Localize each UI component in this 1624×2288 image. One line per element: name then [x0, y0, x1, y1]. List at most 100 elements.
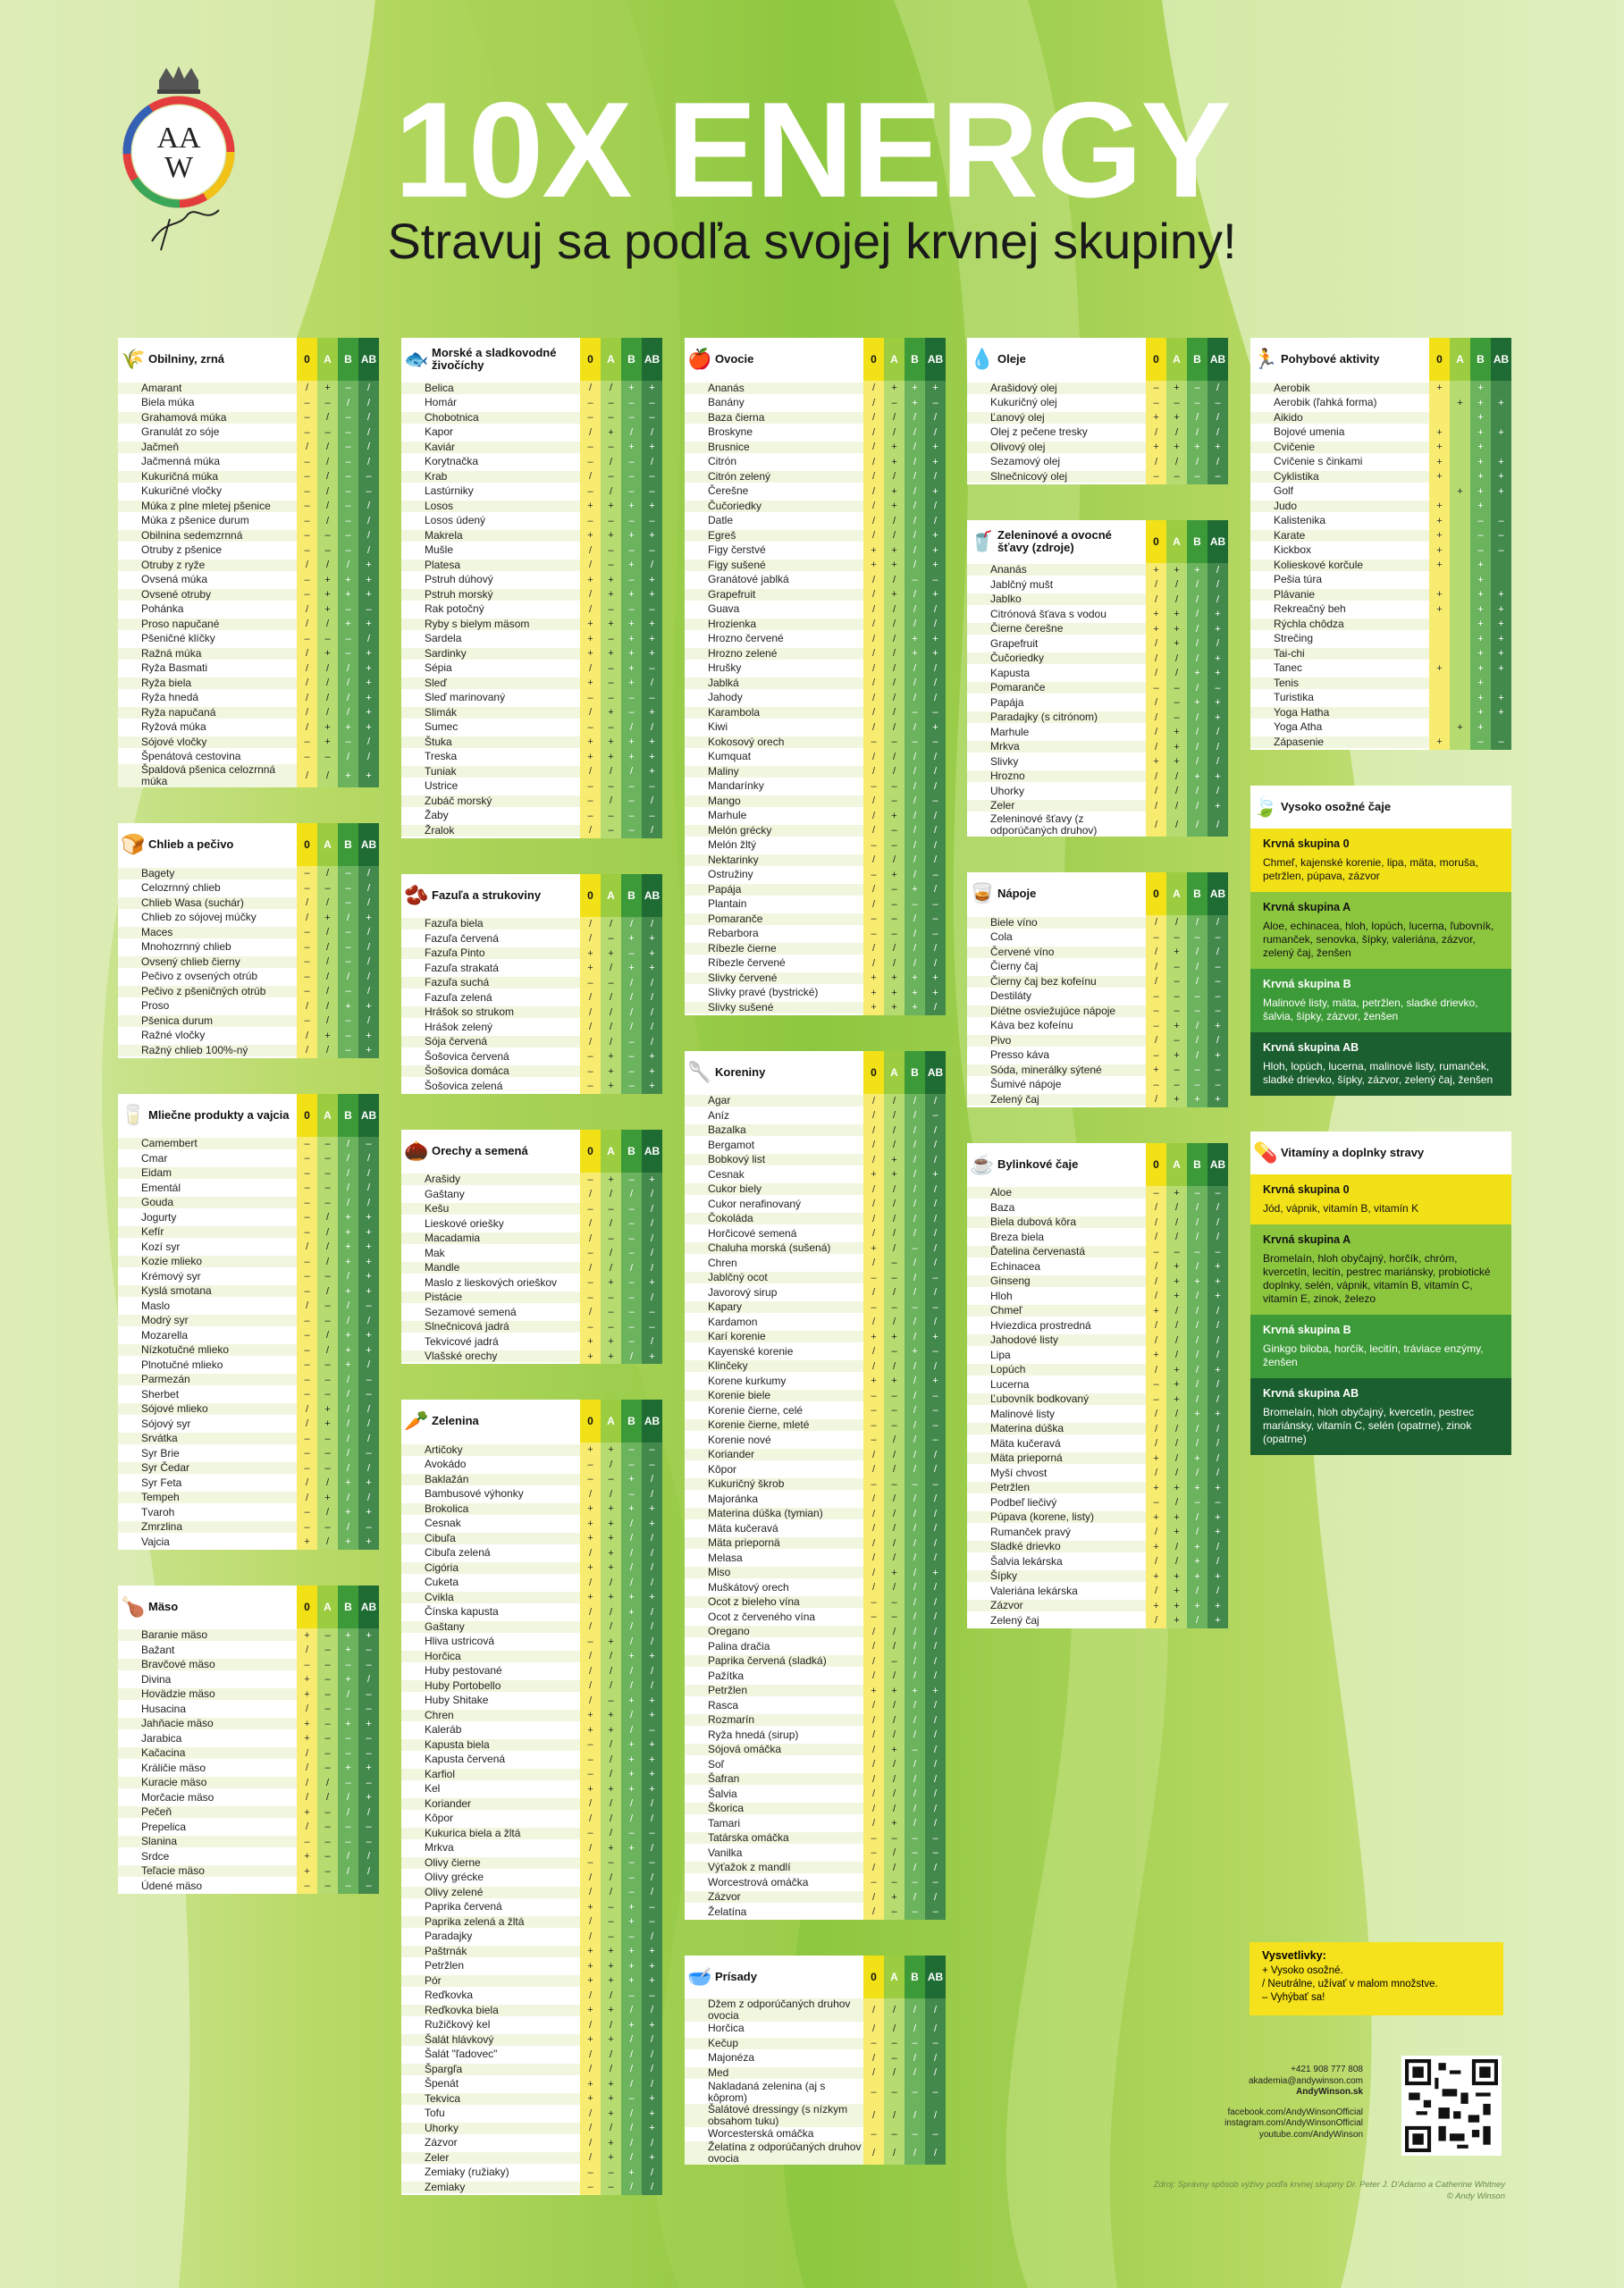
table-row: Mandle / / / / — [401, 1260, 662, 1275]
food-name: Ginseng — [967, 1275, 1146, 1288]
table-row: Kolieskové korčule + + — [1250, 558, 1511, 573]
youtube-link[interactable]: youtube.com/AndyWinson — [1258, 2129, 1363, 2140]
table-row: Hviezdica prostredná / / / / — [967, 1318, 1228, 1333]
rating-0: – — [580, 1246, 601, 1261]
rating-b: / — [338, 910, 358, 925]
rating-ab: / — [925, 1152, 946, 1167]
rating-b: / — [905, 823, 925, 838]
table-row: Cesnak + + / + — [401, 1516, 662, 1531]
rating-a: – — [601, 469, 621, 484]
rating-b: / — [338, 676, 358, 691]
table-row: Hrozno červené / / + + — [685, 631, 946, 646]
box-title: Zeleninové a ovocné šťavy (zdroje) — [997, 527, 1112, 554]
table-row: Štuka + + + + — [401, 735, 662, 750]
rating-ab: + — [925, 971, 946, 986]
food-name: Tanec — [1250, 662, 1429, 675]
rating-a: / — [884, 1462, 905, 1477]
rating-b: + — [1470, 676, 1491, 691]
rating-b: – — [338, 631, 358, 646]
rating-a: / — [317, 1505, 338, 1520]
table-row: Otruby z ryže / / / + — [118, 558, 379, 573]
rating-a: / — [884, 513, 905, 528]
rating-b: / — [905, 1433, 925, 1448]
blood-group-a-header: A — [317, 1093, 338, 1137]
email-link[interactable]: akademia@andywinson.com — [1249, 2075, 1363, 2086]
rating-0: / — [1146, 784, 1166, 799]
web-link[interactable]: AndyWinson.sk — [1296, 2087, 1363, 2097]
food-name: Kuracie mäso — [118, 1777, 297, 1789]
rating-0: / — [863, 1506, 884, 1521]
food-name: Baranie mäso — [118, 1629, 297, 1642]
rating-a: / — [317, 513, 338, 528]
rating-0: – — [863, 1403, 884, 1418]
rating-b: + — [621, 1958, 642, 1973]
rating-b: + — [1470, 690, 1491, 705]
rating-b: / — [905, 1728, 925, 1743]
instagram-link[interactable]: instagram.com/AndyWinsonOfficial — [1224, 2118, 1363, 2128]
rating-b: / — [1187, 1215, 1207, 1230]
food-name: Želatína z odporúčaných druhov ovocia — [685, 2141, 863, 2165]
rating-0: – — [297, 735, 317, 750]
rating-0: + — [1146, 1451, 1166, 1466]
rating-a: / — [317, 1014, 338, 1029]
table-row: Čínska kapusta / / + / — [401, 1604, 662, 1619]
table-row: Fazuľa Pinto + + – + — [401, 946, 662, 961]
rating-ab: / — [925, 676, 946, 691]
rating-a: + — [317, 1401, 338, 1417]
food-name: Ovsené otruby — [118, 588, 297, 601]
rating-a: / — [601, 1216, 621, 1232]
rating-a — [1450, 617, 1470, 632]
table-row: Rýchla chôdza + + — [1250, 617, 1511, 632]
food-name: Olej z pečene tresky — [967, 426, 1146, 439]
rating-0: / — [580, 1929, 601, 1944]
rating-ab: + — [642, 1349, 662, 1364]
food-table-pohyb: 🏃 Pohybové aktivity 0 A B AB Aerobik + + Aerobik … — [1250, 338, 1511, 750]
box-title: Ovocie — [715, 352, 754, 366]
rating-a: + — [884, 1816, 905, 1831]
rating-0: / — [863, 882, 884, 897]
table-row: Zápasenie + – – — [1250, 735, 1511, 750]
rating-0: / — [863, 676, 884, 691]
rating-0: – — [863, 1388, 884, 1403]
rating-0: / — [297, 1043, 317, 1058]
rating-b: – — [338, 425, 358, 440]
food-name: Vlašské orechy — [401, 1350, 580, 1363]
qr-code[interactable] — [1401, 2056, 1502, 2156]
rating-b: / — [905, 955, 925, 971]
table-row: Ovsené otruby – + + + — [118, 587, 379, 602]
table-row: Guava / / / / — [685, 601, 946, 617]
rating-ab: / — [358, 1849, 379, 1864]
blood-group-0-header: 0 — [863, 338, 884, 381]
table-row: Kozí syr / / + + — [118, 1240, 379, 1255]
rating-ab: / — [925, 410, 946, 425]
legend-title: Vysvetlivky: — [1262, 1949, 1326, 1962]
rating-ab: / — [642, 1929, 662, 1944]
rating-0: / — [863, 410, 884, 425]
table-row: Makrela + + + + — [401, 528, 662, 543]
food-name: Šalát hlávkový — [401, 2033, 580, 2046]
rating-ab: / — [925, 1728, 946, 1743]
rating-ab: + — [1491, 601, 1511, 617]
box-header: 🍃 Vysoko osožné čaje — [1250, 785, 1511, 829]
rating-b: / — [621, 764, 642, 779]
rating-0: + — [297, 1849, 317, 1864]
food-name: Javorový sirup — [685, 1286, 863, 1299]
rating-0: + — [1429, 660, 1450, 676]
table-row: Losos údený – – – – — [401, 513, 662, 528]
food-name: Huby pestované — [401, 1665, 580, 1678]
rating-ab: / — [925, 1551, 946, 1566]
table-row: Jačmenná múka – / – / — [118, 454, 379, 469]
facebook-link[interactable]: facebook.com/AndyWinsonOfficial — [1227, 2107, 1363, 2117]
table-row: Červené víno / + / / — [967, 945, 1228, 960]
food-name: Melón grécky — [685, 824, 863, 837]
rating-b: / — [621, 1020, 642, 1035]
table-row: Podbeľ liečivý – / – – — [967, 1495, 1228, 1510]
rating-a: + — [884, 1000, 905, 1015]
table-row: Ustrice – – – – — [401, 778, 662, 794]
rating-b: / — [1187, 1018, 1207, 1033]
rating-0: / — [1146, 1289, 1166, 1304]
rating-0: / — [863, 1816, 884, 1831]
rating-ab: + — [1207, 1525, 1228, 1540]
blood-group-0-header: 0 — [1146, 872, 1166, 915]
food-table-bylinkove: ☕ Bylinkové čaje 0 A B AB Aloe – + – – Baza / / / / Biel… — [967, 1142, 1228, 1628]
